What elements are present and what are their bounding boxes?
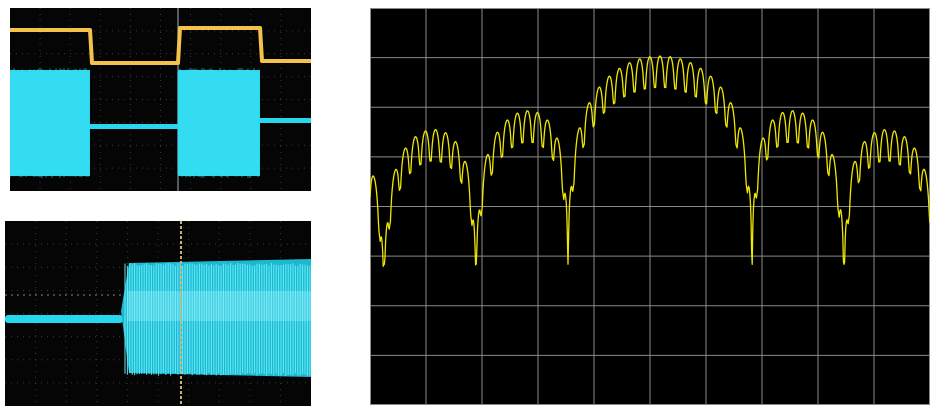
cyan-flat-line — [5, 315, 123, 323]
scope-top-yellow-trace — [10, 28, 311, 63]
oscilloscope-top-screen — [10, 8, 311, 191]
scope-bottom-cyan-trace — [5, 259, 311, 377]
cyan-burst-texture — [178, 68, 258, 178]
cyan-inner-band — [127, 291, 311, 321]
spectrum-graticule — [370, 8, 930, 405]
oscilloscope-bottom-screen — [5, 221, 311, 406]
oscilloscope-bottom-panel — [5, 221, 311, 406]
cyan-off-level — [260, 118, 311, 123]
spectrum-analyzer-panel — [370, 8, 930, 405]
cyan-off-level — [90, 124, 178, 129]
oscilloscope-top-panel — [10, 8, 311, 191]
yellow-gate-line — [10, 28, 311, 63]
spectrum-analyzer-screen — [370, 8, 930, 405]
